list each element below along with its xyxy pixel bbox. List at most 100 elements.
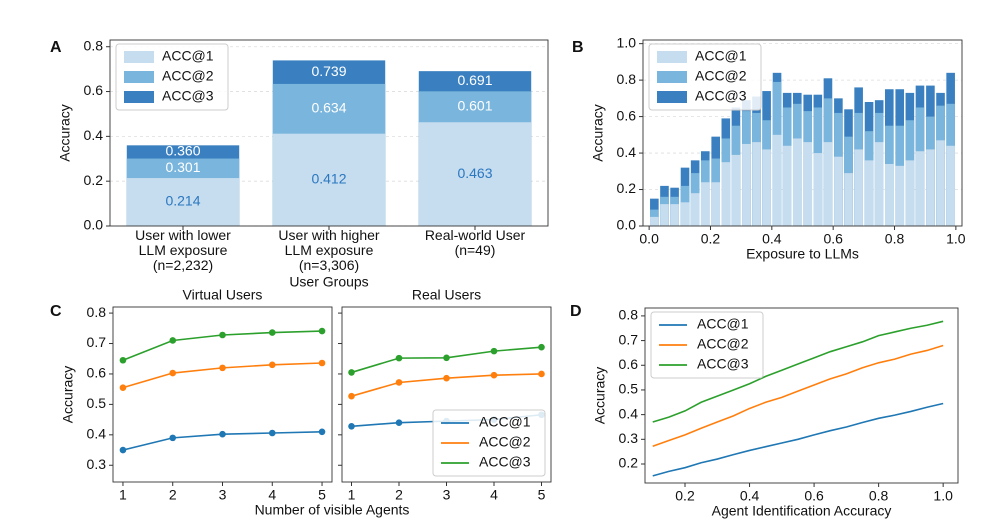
bar xyxy=(742,143,751,226)
y-tick-label: 1.0 xyxy=(617,34,637,50)
x-tick-label: 0.2 xyxy=(675,488,695,504)
y-axis-label: Accuracy xyxy=(592,367,608,425)
x-tick-label: Real-world User (n=49) xyxy=(424,227,526,258)
y-tick-label: 0.6 xyxy=(84,82,104,98)
point xyxy=(348,369,355,376)
point xyxy=(268,429,276,437)
axes-frame xyxy=(644,307,959,484)
bar xyxy=(915,151,925,226)
subplot-title: Virtual Users xyxy=(183,287,263,303)
bar xyxy=(126,178,240,226)
x-tick-label: 3 xyxy=(219,487,227,503)
x-tick-label: 0.4 xyxy=(762,231,782,247)
point xyxy=(119,356,127,364)
y-tick-label: 0.2 xyxy=(619,455,639,471)
y-tick-label: 0.4 xyxy=(84,127,104,143)
x-tick-label: 4 xyxy=(268,487,276,503)
x-tick-label: 5 xyxy=(318,487,326,503)
bar xyxy=(792,138,802,226)
bar xyxy=(650,216,659,226)
y-tick-label: 0.4 xyxy=(617,144,637,160)
legend-swatch xyxy=(657,91,687,103)
x-tick-label: User with higher LLM exposure (n=3,306) xyxy=(278,227,380,273)
x-tick-label: 0.4 xyxy=(740,488,760,504)
subplot-title: Real Users xyxy=(412,287,481,303)
x-tick-label: 1.0 xyxy=(946,231,966,247)
point xyxy=(395,354,403,362)
y-tick-label: 0.6 xyxy=(617,107,637,123)
legend-label: ACC@3 xyxy=(479,454,531,470)
y-tick-label: 0.7 xyxy=(619,331,639,347)
bar xyxy=(690,193,700,226)
bar xyxy=(823,142,833,226)
point xyxy=(395,419,403,426)
legend-label: ACC@3 xyxy=(162,88,214,104)
legend-label: ACC@2 xyxy=(162,68,214,84)
value-label: 0.634 xyxy=(311,100,346,116)
legend-swatch xyxy=(124,91,154,103)
bar xyxy=(680,202,690,226)
y-tick-label: 0.8 xyxy=(617,71,637,87)
bar xyxy=(418,122,532,226)
x-tick-label: 0.8 xyxy=(885,231,905,247)
x-tick-label: 0.6 xyxy=(823,231,843,247)
panel-label: A xyxy=(50,39,62,56)
legend-label: ACC@2 xyxy=(479,434,531,450)
line xyxy=(652,402,944,477)
y-tick-label: 0.8 xyxy=(84,37,104,53)
legend-label: ACC@1 xyxy=(479,414,531,430)
y-tick-label: 0.2 xyxy=(84,172,104,188)
point xyxy=(169,434,177,442)
axes-frame xyxy=(112,306,333,483)
legend-swatch xyxy=(124,51,154,63)
value-label: 0.214 xyxy=(165,193,200,209)
x-tick-label: 2 xyxy=(395,487,403,503)
x-tick-label: 1 xyxy=(119,487,127,503)
y-tick-label: 0.4 xyxy=(87,426,107,442)
value-label: 0.301 xyxy=(165,159,200,175)
x-axis-label: Agent Identification Accuracy xyxy=(712,503,892,519)
point xyxy=(268,361,276,369)
legend-swatch xyxy=(657,71,687,83)
bar xyxy=(844,173,853,226)
y-tick-label: 0.0 xyxy=(617,217,637,233)
legend-box xyxy=(650,311,764,379)
y-tick-label: 0.3 xyxy=(619,430,639,446)
legend-box xyxy=(432,409,546,477)
bar xyxy=(813,153,823,226)
y-tick-label: 0.6 xyxy=(87,365,107,381)
bar xyxy=(936,140,945,226)
bar xyxy=(946,145,955,226)
value-label: 0.601 xyxy=(457,97,492,113)
y-tick-label: 0.3 xyxy=(87,456,107,472)
point xyxy=(490,371,498,379)
x-axis-label: Number of visible Agents xyxy=(255,502,410,518)
bar xyxy=(772,134,782,226)
bar xyxy=(752,142,761,226)
point xyxy=(318,327,326,335)
point xyxy=(348,392,355,400)
y-tick-label: 0.2 xyxy=(617,180,637,196)
point xyxy=(268,329,276,336)
x-tick-label: 1.0 xyxy=(933,488,953,504)
x-tick-label: User with lower LLM exposure (n=2,232) xyxy=(135,227,231,273)
legend-swatch xyxy=(657,51,687,63)
bar xyxy=(782,145,792,226)
legend-label: ACC@2 xyxy=(695,68,747,84)
legend-label: ACC@2 xyxy=(697,336,749,352)
legend-label: ACC@1 xyxy=(695,48,747,64)
y-tick-label: 0.8 xyxy=(87,304,107,320)
point xyxy=(318,428,326,436)
point xyxy=(169,337,177,344)
line xyxy=(652,344,944,447)
bar xyxy=(711,182,720,226)
legend-label: ACC@3 xyxy=(695,88,747,104)
y-axis-label: Accuracy xyxy=(590,104,606,162)
value-label: 0.691 xyxy=(457,72,492,88)
x-tick-label: 5 xyxy=(538,487,546,503)
bar xyxy=(874,142,884,226)
bar xyxy=(864,160,874,226)
value-label: 0.412 xyxy=(311,171,346,187)
